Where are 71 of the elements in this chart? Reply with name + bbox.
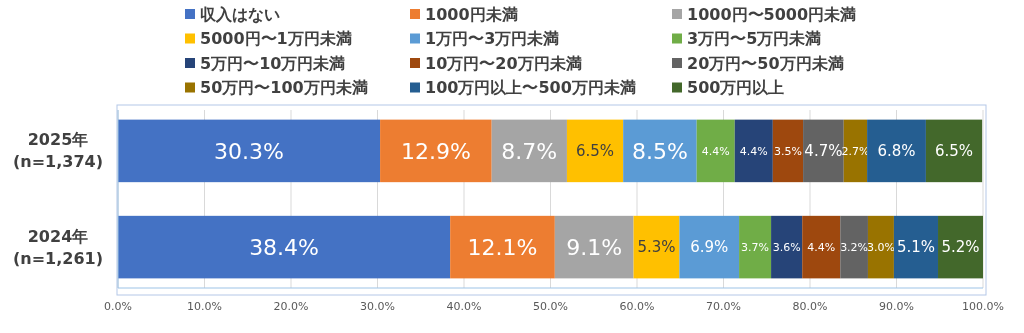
data-label: 8.7%	[501, 138, 558, 164]
legend-label: 1000円〜5000円未満	[687, 4, 857, 24]
data-label: 4.4%	[739, 144, 768, 158]
legend-label: 10万円〜20万円未満	[425, 53, 582, 73]
data-label: 3.5%	[773, 144, 802, 158]
bar	[633, 215, 680, 279]
legend-label: 5000円〜1万円未満	[200, 29, 352, 49]
bar	[554, 215, 634, 279]
data-label: 6.5%	[575, 142, 615, 161]
data-label: 4.4%	[807, 240, 836, 254]
bar	[734, 119, 773, 183]
legend-label: 100万円以上〜500万円未満	[425, 78, 636, 98]
x-tick-label: 60.0%	[619, 300, 655, 313]
bar	[739, 215, 772, 279]
data-label: 5.1%	[896, 238, 936, 257]
bar	[696, 119, 735, 183]
bar	[840, 215, 868, 279]
bar	[893, 215, 939, 279]
legend-label: 20万円〜50万円未満	[687, 53, 844, 73]
data-label: 8.5%	[631, 138, 688, 164]
bar	[623, 119, 697, 183]
bar	[679, 215, 740, 279]
data-label: 12.1%	[467, 234, 538, 260]
legend-label: 1万円〜3万円未満	[425, 29, 560, 49]
bar	[118, 119, 381, 183]
x-tick-label: 70.0%	[706, 300, 741, 313]
x-tick-label: 80.0%	[792, 300, 828, 313]
x-tick-label: 40.0%	[446, 300, 482, 313]
x-tick-label: 10.0%	[187, 300, 222, 313]
bar	[450, 215, 555, 279]
x-tick-label: 0.0%	[104, 300, 132, 313]
data-label: 3.6%	[772, 240, 801, 254]
data-label: 3.7%	[741, 240, 770, 254]
bar	[118, 215, 451, 279]
data-label: 38.4%	[249, 234, 320, 260]
y-tick-label: 2024年 (n=1,261)	[12, 226, 104, 268]
bar	[802, 215, 841, 279]
legend-label: 3万円〜5万円未満	[687, 29, 822, 49]
data-label: 4.4%	[701, 144, 730, 158]
data-label: 6.5%	[934, 142, 974, 161]
x-tick-label: 100.0%	[962, 300, 1004, 313]
bar	[867, 215, 894, 279]
y-tick-label: 2025年 (n=1,374)	[12, 130, 104, 172]
data-label: 9.1%	[566, 234, 623, 260]
bar	[566, 119, 624, 183]
data-label: 5.2%	[941, 238, 980, 257]
data-label: 6.8%	[877, 142, 916, 161]
bar	[925, 119, 983, 183]
legend-label: 50万円〜100万円未満	[200, 78, 368, 98]
data-label: 5.3%	[637, 238, 676, 257]
bar	[803, 119, 844, 183]
bar	[380, 119, 492, 183]
x-tick-label: 30.0%	[360, 300, 395, 313]
data-label: 30.3%	[214, 138, 284, 164]
x-tick-label: 20.0%	[273, 300, 309, 313]
legend-label: 5万円〜10万円未満	[200, 53, 346, 73]
data-label: 6.9%	[690, 238, 729, 257]
x-tick-label: 90.0%	[879, 300, 914, 313]
legend-label: 500万円以上	[687, 78, 785, 98]
data-label: 3.2%	[840, 240, 869, 254]
legend-label: 収入はない	[200, 4, 280, 24]
legend-label: 1000円未満	[425, 4, 518, 24]
bar	[491, 119, 567, 183]
bar	[938, 215, 983, 279]
data-label: 12.9%	[400, 138, 471, 164]
bar	[772, 119, 804, 183]
data-label: 4.7%	[804, 142, 843, 161]
x-tick-label: 50.0%	[533, 300, 568, 313]
bar	[771, 215, 803, 279]
bar	[867, 119, 926, 183]
bar	[843, 119, 868, 183]
